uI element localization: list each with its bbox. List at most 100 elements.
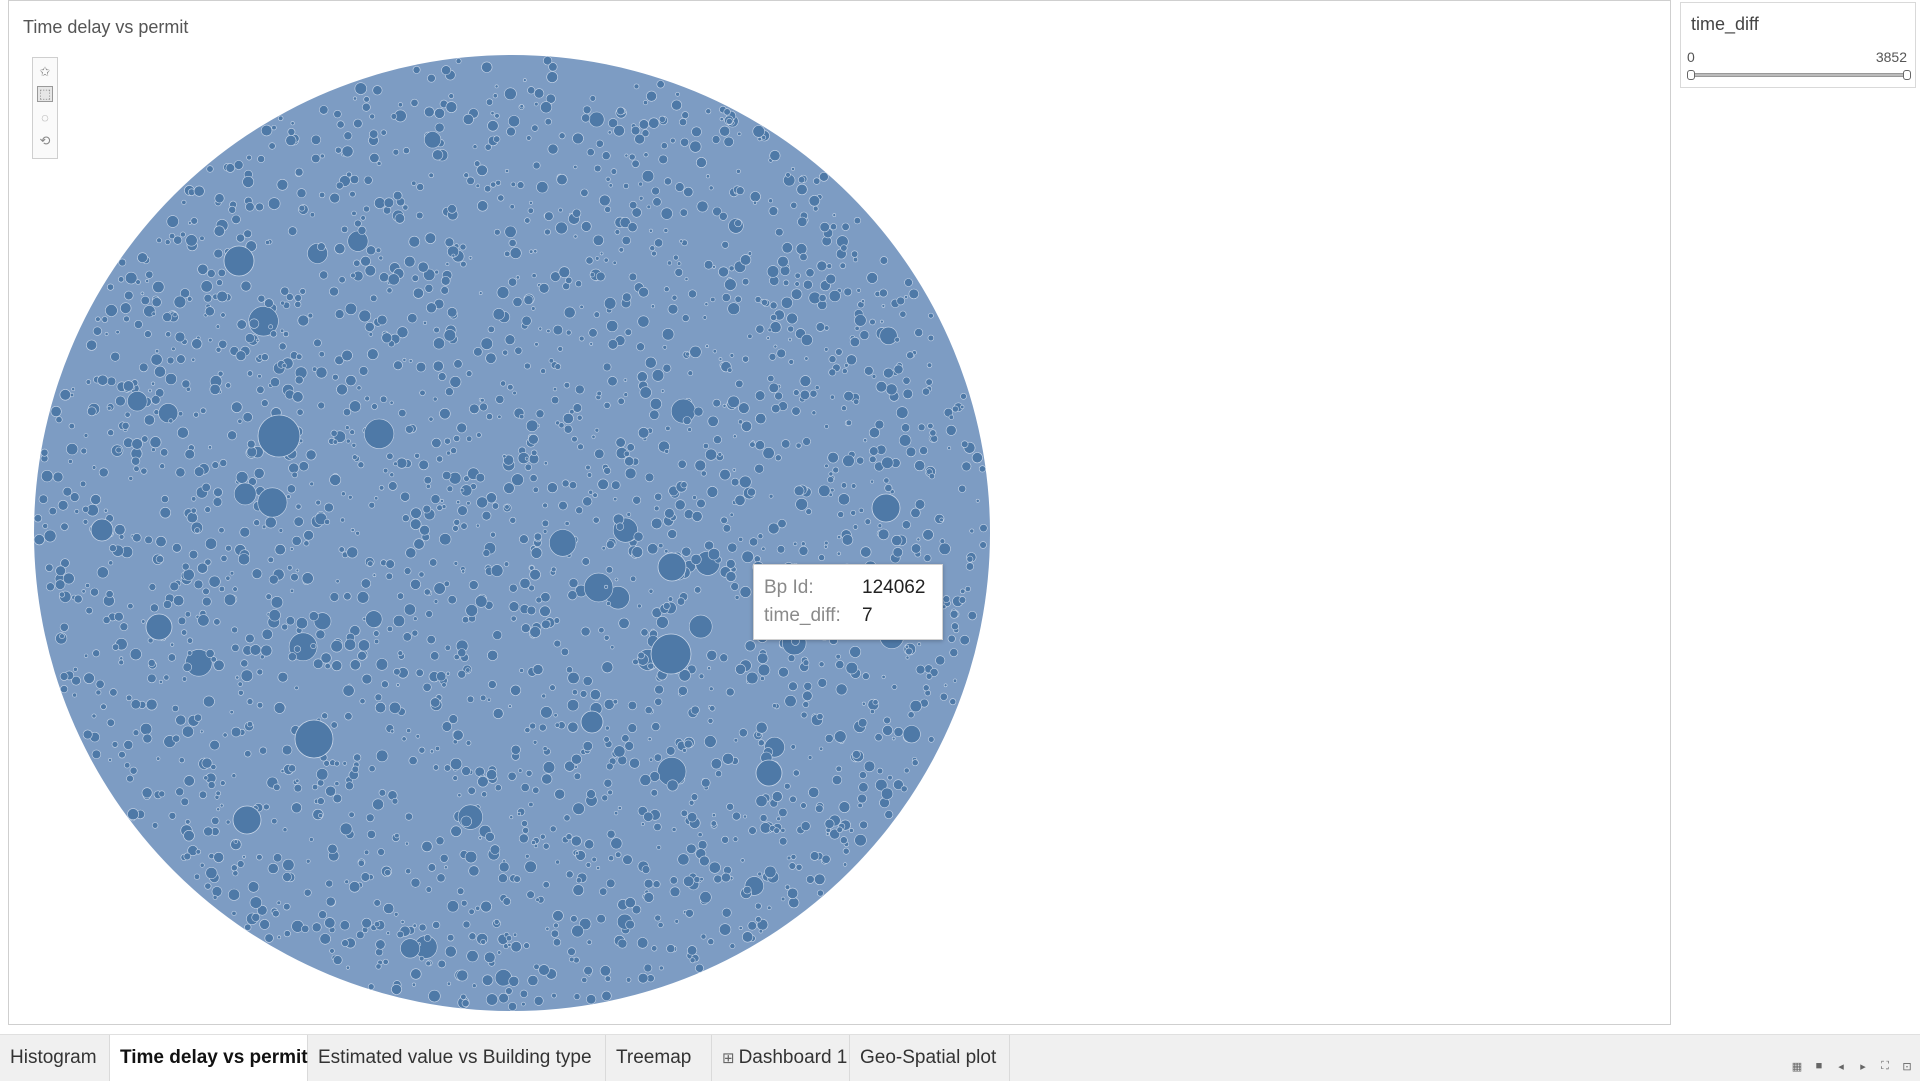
bubble-mark[interactable] — [364, 321, 375, 332]
bubble-mark[interactable] — [868, 427, 880, 439]
bubble-mark[interactable] — [803, 681, 813, 691]
bubble-mark[interactable] — [219, 803, 224, 808]
bubble-mark[interactable] — [398, 409, 407, 418]
bubble-mark[interactable] — [268, 574, 279, 585]
bubble-mark[interactable] — [618, 617, 630, 629]
bubble-mark[interactable] — [260, 644, 273, 657]
bubble-mark[interactable] — [349, 625, 361, 637]
bubble-mark[interactable] — [412, 66, 421, 74]
bubble-mark[interactable] — [199, 235, 205, 241]
bubble-mark[interactable] — [142, 733, 153, 744]
bubble-mark[interactable] — [521, 1001, 526, 1007]
bubble-mark[interactable] — [402, 632, 412, 642]
bubble-mark[interactable] — [624, 467, 637, 480]
bubble-mark[interactable] — [627, 700, 638, 711]
bubble-mark[interactable] — [151, 822, 159, 829]
bubble-mark[interactable] — [628, 272, 638, 282]
bubble-mark[interactable] — [310, 642, 317, 649]
bubble-mark[interactable] — [71, 387, 76, 392]
bubble-mark[interactable] — [463, 172, 470, 178]
bubble-mark[interactable] — [422, 320, 427, 325]
bubble-mark[interactable] — [151, 447, 156, 453]
bubble-mark[interactable] — [220, 312, 226, 318]
bubble-mark[interactable] — [696, 200, 709, 213]
bubble-mark[interactable] — [373, 630, 380, 637]
bubble-mark[interactable] — [718, 211, 728, 221]
bubble-mark[interactable] — [583, 965, 593, 976]
bubble-mark[interactable] — [623, 450, 630, 457]
bubble-mark[interactable] — [674, 499, 686, 511]
bubble-mark[interactable] — [778, 666, 789, 678]
bubble-mark[interactable] — [664, 549, 669, 554]
bubble-mark[interactable] — [788, 337, 792, 342]
bubble-mark[interactable] — [696, 157, 707, 168]
bubble-mark[interactable] — [95, 679, 105, 689]
bubble-mark[interactable] — [785, 172, 791, 178]
bubble-mark[interactable] — [542, 529, 548, 534]
bubble-mark[interactable] — [633, 531, 644, 542]
bubble-mark[interactable] — [339, 920, 350, 931]
bubble-mark[interactable] — [697, 840, 708, 850]
bubble-mark[interactable] — [282, 827, 288, 833]
bubble-mark[interactable] — [898, 434, 912, 447]
bubble-mark[interactable] — [519, 534, 529, 545]
bubble-mark[interactable] — [425, 302, 437, 314]
bubble-mark[interactable] — [149, 436, 162, 449]
bubble-mark[interactable] — [699, 876, 704, 882]
bubble-mark[interactable] — [220, 554, 228, 562]
bubble-mark[interactable] — [712, 349, 717, 354]
bubble-mark[interactable] — [508, 239, 517, 248]
bubble-mark[interactable] — [118, 258, 127, 267]
bubble-mark[interactable] — [601, 546, 606, 551]
bubble-mark[interactable] — [453, 561, 459, 566]
bubble-mark[interactable] — [180, 288, 191, 299]
bubble-mark[interactable] — [741, 420, 753, 432]
bubble-mark[interactable] — [432, 149, 444, 161]
bubble-mark[interactable] — [680, 137, 690, 147]
bubble-mark[interactable] — [363, 849, 370, 856]
bubble-mark[interactable] — [343, 592, 352, 601]
bubble-mark[interactable] — [407, 313, 418, 324]
bubble-mark[interactable] — [69, 492, 80, 502]
bubble-mark[interactable] — [732, 468, 737, 472]
bubble-mark[interactable] — [59, 633, 65, 640]
bubble-mark[interactable] — [686, 945, 698, 956]
bubble-mark[interactable] — [379, 395, 388, 403]
bubble-mark[interactable] — [738, 536, 744, 542]
bubble-mark[interactable] — [558, 132, 566, 140]
bubble-mark[interactable] — [175, 714, 187, 726]
bubble-mark[interactable] — [727, 542, 738, 553]
bubble-mark[interactable] — [519, 104, 524, 109]
bubble-mark[interactable] — [347, 494, 353, 500]
bubble-mark[interactable] — [425, 483, 431, 489]
bubble-mark[interactable] — [923, 554, 932, 562]
bubble-mark[interactable] — [571, 835, 582, 847]
bubble-mark[interactable] — [345, 965, 350, 970]
bubble-mark[interactable] — [186, 511, 198, 524]
bubble-mark[interactable] — [375, 749, 389, 763]
bubble-mark[interactable] — [460, 260, 467, 268]
bubble-mark[interactable] — [529, 722, 537, 730]
bubble-mark[interactable] — [202, 695, 215, 708]
bubble-mark[interactable] — [411, 982, 416, 987]
bubble-mark[interactable] — [524, 463, 532, 471]
bubble-mark[interactable] — [303, 888, 312, 897]
bubble-mark[interactable] — [788, 862, 796, 870]
bubble-mark[interactable] — [754, 296, 762, 303]
bubble-mark[interactable] — [654, 238, 664, 248]
bubble-mark[interactable] — [294, 375, 304, 385]
bubble-mark[interactable] — [613, 124, 625, 137]
bubble-mark[interactable] — [444, 237, 455, 248]
bubble-mark[interactable] — [802, 659, 810, 667]
bubble-mark[interactable] — [166, 356, 175, 365]
bubble-mark[interactable] — [927, 334, 935, 342]
bubble-mark[interactable] — [106, 376, 117, 386]
bubble-mark[interactable] — [636, 371, 648, 383]
bubble-mark[interactable] — [819, 222, 830, 233]
bubble-mark[interactable] — [449, 375, 462, 388]
bubble-mark[interactable] — [689, 957, 696, 964]
bubble-mark[interactable] — [657, 921, 664, 928]
bubble-mark[interactable] — [586, 148, 595, 157]
bubble-mark[interactable] — [198, 790, 208, 799]
bubble-mark[interactable] — [798, 545, 809, 556]
